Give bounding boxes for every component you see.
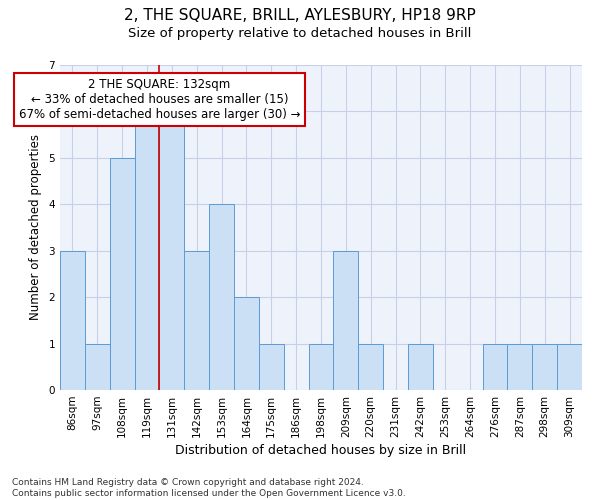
Bar [358,344,383,390]
Bar [308,344,334,390]
Text: Contains HM Land Registry data © Crown copyright and database right 2024.
Contai: Contains HM Land Registry data © Crown c… [12,478,406,498]
Bar [508,344,532,390]
Bar [209,204,234,390]
Bar [532,344,557,390]
X-axis label: Distribution of detached houses by size in Brill: Distribution of detached houses by size … [175,444,467,457]
Bar [160,112,184,390]
Bar [259,344,284,390]
Bar [134,112,160,390]
Bar [482,344,508,390]
Y-axis label: Number of detached properties: Number of detached properties [29,134,41,320]
Text: 2, THE SQUARE, BRILL, AYLESBURY, HP18 9RP: 2, THE SQUARE, BRILL, AYLESBURY, HP18 9R… [124,8,476,22]
Bar [85,344,110,390]
Text: 2 THE SQUARE: 132sqm
← 33% of detached houses are smaller (15)
67% of semi-detac: 2 THE SQUARE: 132sqm ← 33% of detached h… [19,78,300,121]
Text: Size of property relative to detached houses in Brill: Size of property relative to detached ho… [128,28,472,40]
Bar [557,344,582,390]
Bar [334,250,358,390]
Bar [110,158,134,390]
Bar [184,250,209,390]
Bar [408,344,433,390]
Bar [234,297,259,390]
Bar [60,250,85,390]
